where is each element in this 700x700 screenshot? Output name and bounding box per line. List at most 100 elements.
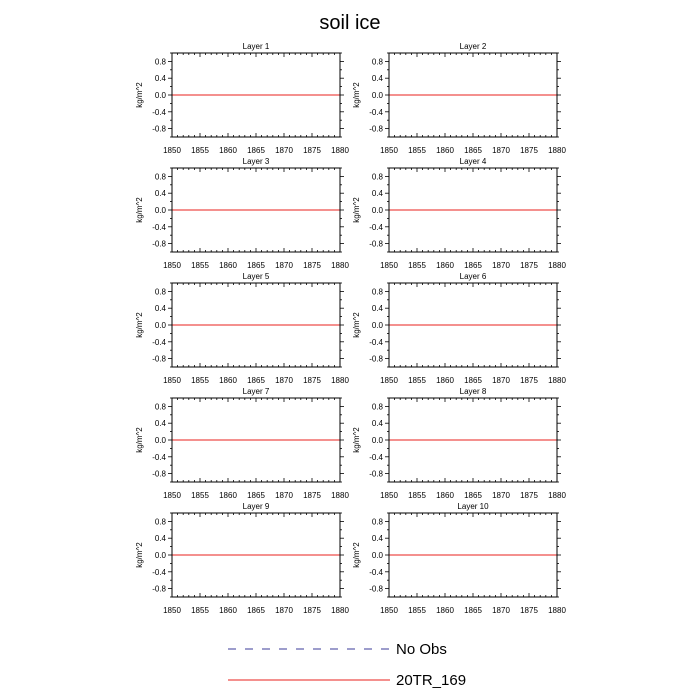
plot-frame-10: [388, 512, 558, 598]
y-axis-label-8: kg/m^2: [352, 427, 361, 453]
x-tick-label: 1870: [275, 146, 293, 155]
x-tick-label: 1870: [492, 606, 510, 615]
plot-frame-9: [171, 512, 341, 598]
y-axis-label-2: kg/m^2: [352, 82, 361, 108]
panel-title-5: Layer 5: [243, 272, 270, 281]
y-tick-label: 0.8: [155, 517, 167, 526]
panels: Layer 1 kg/m^2 1850 1855 1860 1865 1870 1875 188…: [135, 42, 566, 615]
x-tick-label: 1865: [247, 376, 265, 385]
panel-title-1: Layer 1: [243, 42, 270, 51]
x-tick-label: 1850: [163, 261, 181, 270]
x-tick-label: 1875: [303, 376, 321, 385]
y-tick-label: -0.8: [369, 240, 383, 249]
plot-frame-6: [388, 282, 558, 368]
x-tick-label: 1880: [548, 606, 566, 615]
y-axis-label-5: kg/m^2: [135, 312, 144, 338]
plot-frame-5: [171, 282, 341, 368]
y-tick-label: -0.4: [152, 453, 166, 462]
y-tick-label: -0.8: [369, 470, 383, 479]
x-tick-label: 1860: [436, 261, 454, 270]
x-tick-label: 1860: [219, 491, 237, 500]
x-tick-label: 1860: [219, 261, 237, 270]
y-tick-label: 0.0: [372, 436, 384, 445]
y-tick-label: 0.4: [372, 534, 384, 543]
panel-title-4: Layer 4: [460, 157, 487, 166]
x-tick-label: 1860: [219, 146, 237, 155]
x-tick-label: 1875: [520, 261, 538, 270]
x-tick-label: 1850: [380, 376, 398, 385]
y-tick-label: 0.8: [155, 172, 167, 181]
panel-layer-9: Layer 9 kg/m^2 1850 1855 1860 1865 1870 1875 188…: [135, 502, 349, 615]
y-tick-label: -0.8: [152, 125, 166, 134]
figure-title: soil ice: [319, 12, 380, 34]
y-tick-label: -0.4: [152, 223, 166, 232]
x-tick-label: 1850: [163, 376, 181, 385]
y-tick-label: 0.8: [372, 57, 384, 66]
x-tick-label: 1850: [380, 491, 398, 500]
y-tick-label: 0.8: [155, 402, 167, 411]
x-tick-label: 1855: [408, 606, 426, 615]
x-tick-label: 1875: [520, 146, 538, 155]
x-tick-label: 1880: [548, 491, 566, 500]
x-tick-label: 1855: [408, 261, 426, 270]
x-tick-label: 1860: [436, 146, 454, 155]
y-tick-label: 0.0: [155, 436, 167, 445]
panel-layer-6: Layer 6 kg/m^2 1850 1855 1860 1865 1870 1875 188…: [352, 272, 566, 385]
y-tick-label: 0.8: [372, 172, 384, 181]
y-tick-label: 0.8: [155, 57, 167, 66]
y-tick-label: 0.8: [372, 287, 384, 296]
x-tick-label: 1875: [520, 606, 538, 615]
y-tick-label: 0.4: [372, 189, 384, 198]
y-tick-label: -0.4: [369, 338, 383, 347]
plot-frame-1: [171, 52, 341, 138]
panel-title-10: Layer 10: [457, 502, 489, 511]
plot-frame-4: [388, 167, 558, 253]
y-tick-label: 0.0: [372, 91, 384, 100]
y-tick-label: -0.4: [152, 568, 166, 577]
y-tick-label: 0.0: [155, 321, 167, 330]
x-tick-label: 1870: [492, 491, 510, 500]
y-tick-label: -0.4: [152, 338, 166, 347]
x-tick-label: 1880: [548, 261, 566, 270]
y-axis-label-6: kg/m^2: [352, 312, 361, 338]
y-tick-label: 0.4: [155, 304, 167, 313]
panel-title-9: Layer 9: [243, 502, 270, 511]
y-tick-label: 0.8: [155, 287, 167, 296]
panel-title-2: Layer 2: [460, 42, 487, 51]
x-tick-label: 1870: [492, 146, 510, 155]
x-tick-label: 1875: [303, 146, 321, 155]
y-tick-label: -0.8: [152, 355, 166, 364]
x-tick-label: 1870: [492, 376, 510, 385]
y-tick-label: 0.0: [372, 551, 384, 560]
y-tick-label: 0.8: [372, 402, 384, 411]
y-axis-label-1: kg/m^2: [135, 82, 144, 108]
y-tick-label: -0.4: [369, 108, 383, 117]
y-tick-label: -0.8: [152, 470, 166, 479]
x-tick-label: 1870: [275, 606, 293, 615]
panel-layer-7: Layer 7 kg/m^2 1850 1855 1860 1865 1870 1875 188…: [135, 387, 349, 500]
x-tick-label: 1880: [331, 491, 349, 500]
plot-frame-3: [171, 167, 341, 253]
x-tick-label: 1850: [163, 146, 181, 155]
x-tick-label: 1880: [331, 261, 349, 270]
x-tick-label: 1855: [408, 376, 426, 385]
x-tick-label: 1875: [303, 261, 321, 270]
y-tick-label: -0.4: [369, 568, 383, 577]
x-tick-label: 1855: [408, 146, 426, 155]
x-tick-label: 1850: [380, 261, 398, 270]
x-tick-label: 1865: [464, 376, 482, 385]
y-axis-label-3: kg/m^2: [135, 197, 144, 223]
x-tick-label: 1880: [331, 376, 349, 385]
panel-layer-3: Layer 3 kg/m^2 1850 1855 1860 1865 1870 1875 188…: [135, 157, 349, 270]
x-tick-label: 1865: [464, 261, 482, 270]
x-tick-label: 1850: [163, 606, 181, 615]
y-tick-label: 0.4: [155, 189, 167, 198]
y-axis-label-7: kg/m^2: [135, 427, 144, 453]
x-tick-label: 1865: [464, 146, 482, 155]
panel-layer-2: Layer 2 kg/m^2 1850 1855 1860 1865 1870 1875 188…: [352, 42, 566, 155]
y-tick-label: 0.4: [155, 534, 167, 543]
y-tick-label: 0.8: [372, 517, 384, 526]
y-tick-label: 0.0: [155, 551, 167, 560]
x-tick-label: 1875: [520, 491, 538, 500]
x-tick-label: 1880: [548, 376, 566, 385]
